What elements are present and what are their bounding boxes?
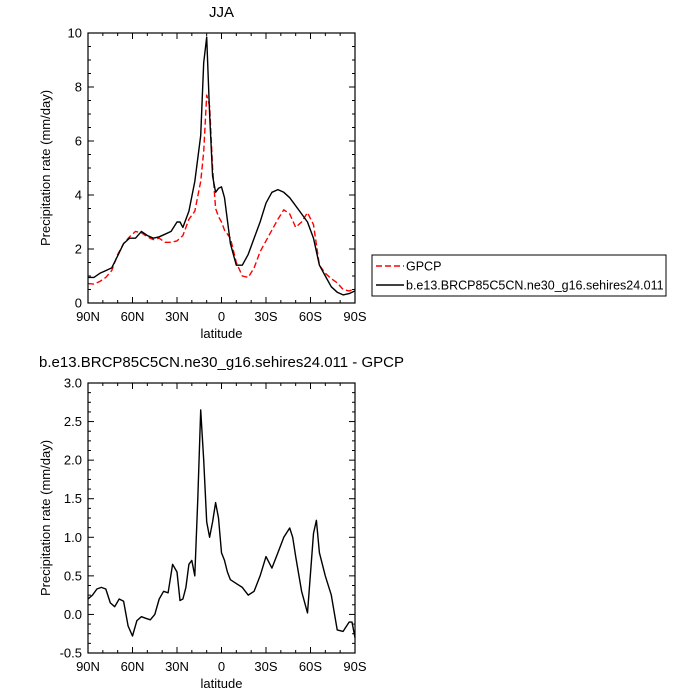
y-tick-label: 0.5 (64, 568, 82, 583)
y-tick-label: 0.0 (64, 607, 82, 622)
x-tick-label: 0 (218, 659, 225, 674)
x-tick-label: 0 (218, 309, 225, 324)
x-tick-label: 90S (343, 309, 366, 324)
x-tick-label: 30S (254, 659, 277, 674)
x-tick-label: 30N (165, 309, 189, 324)
plot-frame (87, 382, 356, 654)
chart-panel-1: JJA 90N 60N 30N 0 30S 60S 90S 0 2 4 6 8 10 latitude Pre… (38, 4, 667, 341)
y-tick-label: 2.5 (64, 414, 82, 429)
x-axis-label: latitude (201, 676, 243, 691)
y-tick-label: 4 (75, 188, 82, 203)
y-tick-label: 2.0 (64, 453, 82, 468)
legend-label-1: GPCP (406, 260, 441, 274)
series-line-1 (87, 94, 356, 292)
chart-legend: GPCP b.e13.BRCP85C5CN.ne30_g16.sehires24.… (371, 254, 667, 297)
y-tick-label: 3.0 (64, 376, 82, 391)
x-tick-label: 60S (299, 659, 322, 674)
chart-panel-2: b.e13.BRCP85C5CN.ne30_g16.sehires24.011 … (38, 354, 404, 691)
y-axis-label: Precipitation rate (mm/day) (38, 440, 53, 596)
y-tick-label: 0 (75, 296, 82, 311)
legend-box (371, 254, 667, 297)
x-tick-label: 60N (121, 309, 145, 324)
x-tick-label: 30N (165, 659, 189, 674)
x-tick-label: 90N (76, 659, 100, 674)
y-axis-label: Precipitation rate (mm/day) (38, 90, 53, 246)
x-axis-label: latitude (201, 326, 243, 341)
y-tick-label: 2 (75, 242, 82, 257)
chart-title: b.e13.BRCP85C5CN.ne30_g16.sehires24.011 … (39, 354, 404, 371)
legend-label-2: b.e13.BRCP85C5CN.ne30_g16.sehires24.011 (406, 279, 664, 293)
x-tick-label: 60S (299, 309, 322, 324)
x-tick-label: 90S (343, 659, 366, 674)
y-tick-label: -0.5 (60, 646, 82, 661)
series-line-1 (87, 409, 356, 638)
x-tick-label: 30S (254, 309, 277, 324)
plot-frame (87, 32, 356, 304)
x-tick-label: 90N (76, 309, 100, 324)
series-line-2 (88, 36, 356, 296)
chart-title: JJA (209, 4, 234, 21)
x-tick-label: 60N (121, 659, 145, 674)
y-tick-label: 8 (75, 80, 82, 95)
y-tick-label: 1.5 (64, 491, 82, 506)
y-tick-label: 10 (68, 26, 82, 41)
y-tick-label: 1.0 (64, 530, 82, 545)
y-tick-label: 6 (75, 134, 82, 149)
